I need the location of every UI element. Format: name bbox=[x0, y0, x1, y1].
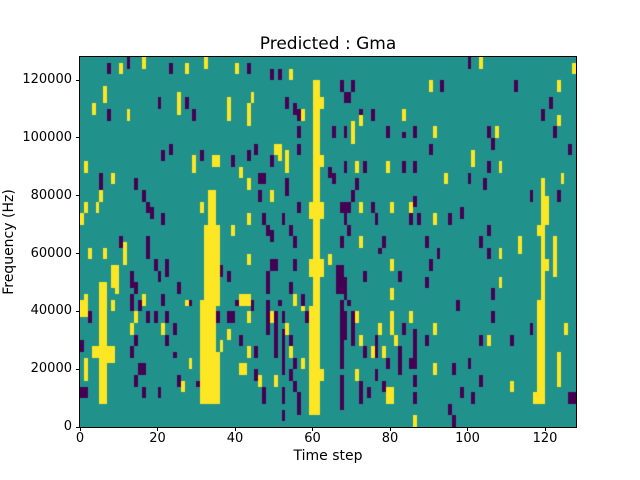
y-tick-mark bbox=[76, 368, 80, 370]
x-tick-mark bbox=[157, 427, 158, 431]
x-tick-mark bbox=[389, 427, 391, 431]
x-tick-label: 0 bbox=[75, 431, 85, 446]
x-tick-mark bbox=[467, 427, 468, 431]
y-tick-label: 20000 bbox=[30, 361, 72, 377]
y-tick-mark bbox=[76, 426, 80, 428]
y-tick-label: 120000 bbox=[22, 72, 72, 88]
y-tick-mark bbox=[76, 137, 80, 139]
x-tick-mark bbox=[544, 427, 546, 431]
x-tick-label: 20 bbox=[149, 431, 166, 446]
x-tick-label: 100 bbox=[455, 431, 480, 446]
x-tick-mark bbox=[312, 427, 313, 431]
x-tick-label: 60 bbox=[304, 431, 321, 446]
x-tick-mark bbox=[79, 427, 81, 431]
y-tick-mark bbox=[76, 195, 80, 197]
y-tick-label: 0 bbox=[63, 419, 72, 434]
y-tick-label: 100000 bbox=[22, 129, 72, 145]
y-axis-label-text: Frequency (Hz) bbox=[1, 189, 17, 295]
y-tick-label: 40000 bbox=[30, 303, 72, 319]
x-tick-label: 40 bbox=[226, 431, 244, 446]
x-tick-mark bbox=[234, 427, 236, 431]
plot-area bbox=[79, 56, 577, 428]
chart-title: Predicted : Gma bbox=[259, 34, 397, 54]
heatmap-canvas bbox=[80, 57, 576, 427]
y-tick-mark bbox=[76, 79, 80, 81]
y-tick-mark bbox=[76, 253, 80, 255]
y-tick-label: 80000 bbox=[30, 187, 72, 203]
y-tick-mark bbox=[76, 310, 80, 312]
x-tick-label: 80 bbox=[381, 431, 399, 446]
x-tick-label: 120 bbox=[532, 431, 558, 446]
y-tick-label: 60000 bbox=[30, 245, 72, 261]
x-axis-label: Time step bbox=[293, 448, 363, 464]
